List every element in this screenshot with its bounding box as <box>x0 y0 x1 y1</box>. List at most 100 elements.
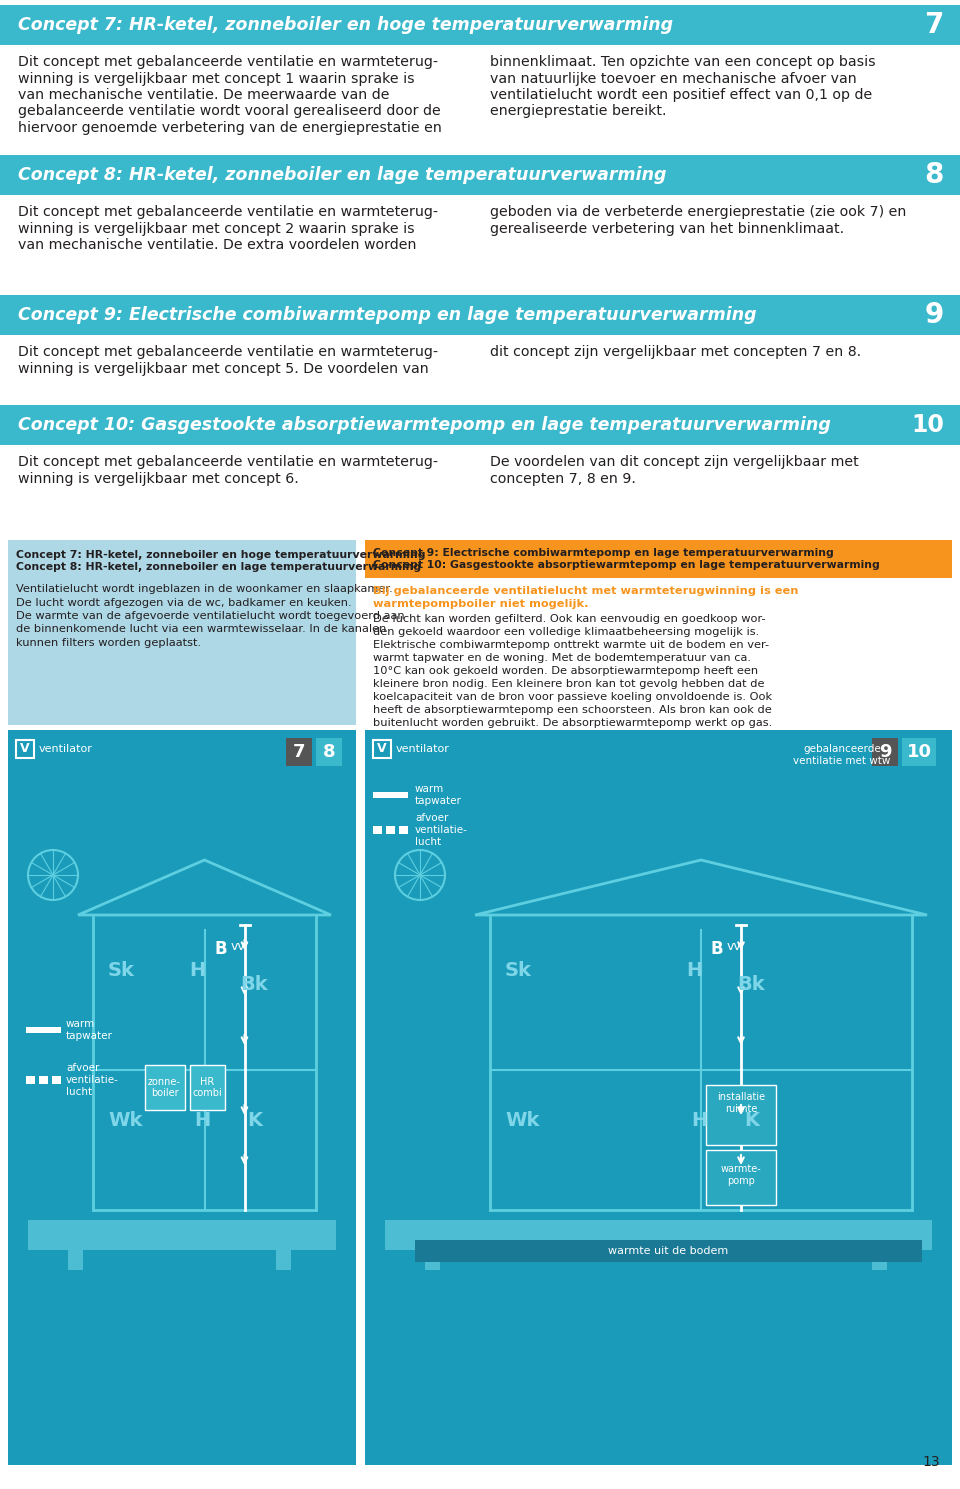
Text: K: K <box>744 1111 759 1130</box>
Text: winning is vergelijkbaar met concept 5. De voordelen van: winning is vergelijkbaar met concept 5. … <box>18 362 429 375</box>
Text: kunnen filters worden geplaatst.: kunnen filters worden geplaatst. <box>16 637 202 648</box>
Bar <box>902 739 936 765</box>
Text: H: H <box>189 960 205 980</box>
Text: Concept 7: HR-ketel, zonneboiler en hoge temperatuurverwarming: Concept 7: HR-ketel, zonneboiler en hoge… <box>18 16 673 34</box>
Text: 9: 9 <box>924 301 944 329</box>
Bar <box>28 1219 336 1249</box>
Bar <box>373 792 408 798</box>
Bar <box>706 1085 776 1145</box>
Bar <box>373 740 391 758</box>
Text: V: V <box>377 743 387 755</box>
Bar <box>189 1065 225 1109</box>
Text: warmtepompboiler niet mogelijk.: warmtepompboiler niet mogelijk. <box>373 599 588 609</box>
Bar <box>8 541 356 725</box>
Text: 8: 8 <box>323 743 335 761</box>
Text: Dit concept met gebalanceerde ventilatie en warmteterug-: Dit concept met gebalanceerde ventilatie… <box>18 345 438 359</box>
Text: Dit concept met gebalanceerde ventilatie en warmteterug-: Dit concept met gebalanceerde ventilatie… <box>18 55 438 68</box>
Bar <box>425 1249 440 1270</box>
Text: concepten 7, 8 en 9.: concepten 7, 8 en 9. <box>490 472 636 485</box>
Bar <box>872 739 898 765</box>
Bar <box>385 1219 932 1249</box>
Bar <box>0 155 960 195</box>
Bar <box>365 578 952 725</box>
Text: Bij gebalanceerde ventilatielucht met warmteterugwinning is een: Bij gebalanceerde ventilatielucht met wa… <box>373 587 799 596</box>
Text: Dit concept met gebalanceerde ventilatie en warmteterug-: Dit concept met gebalanceerde ventilatie… <box>18 205 438 219</box>
Bar <box>373 826 382 834</box>
Text: ventilator: ventilator <box>396 744 450 753</box>
Text: De voordelen van dit concept zijn vergelijkbaar met: De voordelen van dit concept zijn vergel… <box>490 456 859 469</box>
Text: Concept 10: Gasgestookte absorptiewarmtepomp en lage temperatuurverwarming: Concept 10: Gasgestookte absorptiewarmte… <box>373 560 879 570</box>
Text: Concept 10: Gasgestookte absorptiewarmtepomp en lage temperatuurverwarming: Concept 10: Gasgestookte absorptiewarmte… <box>18 415 830 433</box>
Text: Concept 7: HR-ketel, zonneboiler en hoge temperatuurverwarming: Concept 7: HR-ketel, zonneboiler en hoge… <box>16 549 425 560</box>
Text: van mechanische ventilatie. De meerwaarde van de: van mechanische ventilatie. De meerwaard… <box>18 88 390 103</box>
Text: de binnenkomende lucht via een warmtewisselaar. In de kanalen: de binnenkomende lucht via een warmtewis… <box>16 624 386 634</box>
Bar <box>26 1027 61 1033</box>
Text: ventilatielucht wordt een positief effect van 0,1 op de: ventilatielucht wordt een positief effec… <box>490 88 873 103</box>
Bar <box>68 1249 83 1270</box>
Text: V: V <box>20 743 30 755</box>
Bar <box>706 1150 776 1205</box>
Text: H: H <box>195 1111 211 1130</box>
Bar <box>365 541 952 578</box>
Text: 10°C kan ook gekoeld worden. De absorptiewarmtepomp heeft een: 10°C kan ook gekoeld worden. De absorpti… <box>373 666 758 676</box>
Text: 7: 7 <box>293 743 305 761</box>
Text: winning is vergelijkbaar met concept 2 waarin sprake is: winning is vergelijkbaar met concept 2 w… <box>18 222 415 235</box>
Bar <box>39 1077 48 1084</box>
Text: Sk: Sk <box>108 960 134 980</box>
Text: vv: vv <box>727 940 742 953</box>
Bar <box>8 730 356 1465</box>
Bar <box>286 739 312 765</box>
Text: HR
combi: HR combi <box>192 1077 222 1099</box>
Text: koelcapaciteit van de bron voor passieve koeling onvoldoende is. Ook: koelcapaciteit van de bron voor passieve… <box>373 692 772 701</box>
Text: vv: vv <box>230 940 245 953</box>
Text: Wk: Wk <box>505 1111 540 1130</box>
Text: Concept 8: HR-ketel, zonneboiler en lage temperatuurverwarming: Concept 8: HR-ketel, zonneboiler en lage… <box>18 165 666 185</box>
Bar <box>316 739 342 765</box>
Text: winning is vergelijkbaar met concept 1 waarin sprake is: winning is vergelijkbaar met concept 1 w… <box>18 71 415 85</box>
Text: warmte uit de bodem: warmte uit de bodem <box>609 1246 729 1257</box>
Text: gebalanceerde
ventilatie met wtw: gebalanceerde ventilatie met wtw <box>793 744 891 765</box>
Bar <box>52 1077 61 1084</box>
Bar <box>399 826 408 834</box>
Text: gebalanceerde ventilatie wordt vooral gerealiseerd door de: gebalanceerde ventilatie wordt vooral ge… <box>18 104 441 119</box>
Text: van natuurlijke toevoer en mechanische afvoer van: van natuurlijke toevoer en mechanische a… <box>490 71 856 85</box>
Text: Sk: Sk <box>505 960 532 980</box>
Bar <box>16 740 34 758</box>
Text: Bk: Bk <box>737 975 764 995</box>
Text: energieprestatie bereikt.: energieprestatie bereikt. <box>490 104 666 119</box>
Text: warm
tapwater: warm tapwater <box>66 1018 113 1041</box>
Text: gerealiseerde verbetering van het binnenklimaat.: gerealiseerde verbetering van het binnen… <box>490 222 844 235</box>
Text: De lucht kan worden gefilterd. Ook kan eenvoudig en goedkoop wor-: De lucht kan worden gefilterd. Ook kan e… <box>373 613 766 624</box>
Text: 10: 10 <box>906 743 931 761</box>
Text: Elektrische combiwarmtepomp onttrekt warmte uit de bodem en ver-: Elektrische combiwarmtepomp onttrekt war… <box>373 640 769 651</box>
Text: H: H <box>691 1111 708 1130</box>
Text: B: B <box>214 940 228 957</box>
Bar <box>26 1077 35 1084</box>
Text: afvoer
ventilatie-
lucht: afvoer ventilatie- lucht <box>66 1063 119 1096</box>
Text: van mechanische ventilatie. De extra voordelen worden: van mechanische ventilatie. De extra voo… <box>18 238 417 252</box>
Text: H: H <box>686 960 703 980</box>
Bar <box>386 826 395 834</box>
Text: dit concept zijn vergelijkbaar met concepten 7 en 8.: dit concept zijn vergelijkbaar met conce… <box>490 345 861 359</box>
Bar <box>0 4 960 45</box>
Text: buitenlucht worden gebruikt. De absorptiewarmtepomp werkt op gas.: buitenlucht worden gebruikt. De absorpti… <box>373 718 772 728</box>
Text: De warmte van de afgevoerde ventilatielucht wordt toegevoerd aan: De warmte van de afgevoerde ventilatielu… <box>16 610 404 621</box>
Bar <box>276 1249 291 1270</box>
Bar <box>145 1065 184 1109</box>
Text: Concept 9: Electrische combiwarmtepomp en lage temperatuurverwarming: Concept 9: Electrische combiwarmtepomp e… <box>18 307 756 325</box>
Text: 7: 7 <box>924 10 944 39</box>
Text: 10: 10 <box>911 412 944 436</box>
Text: K: K <box>248 1111 262 1130</box>
Text: Bk: Bk <box>241 975 268 995</box>
Text: afvoer
ventilatie-
lucht: afvoer ventilatie- lucht <box>415 813 468 847</box>
Text: Dit concept met gebalanceerde ventilatie en warmteterug-: Dit concept met gebalanceerde ventilatie… <box>18 456 438 469</box>
Text: De lucht wordt afgezogen via de wc, badkamer en keuken.: De lucht wordt afgezogen via de wc, badk… <box>16 597 351 608</box>
Text: ventilator: ventilator <box>39 744 93 753</box>
Bar <box>872 1249 887 1270</box>
Bar <box>0 295 960 335</box>
Text: Ventilatielucht wordt ingeblazen in de woonkamer en slaapkamer.: Ventilatielucht wordt ingeblazen in de w… <box>16 584 393 594</box>
Bar <box>415 1240 922 1263</box>
Text: 9: 9 <box>878 743 891 761</box>
Text: Concept 9: Electrische combiwarmtepomp en lage temperatuurverwarming: Concept 9: Electrische combiwarmtepomp e… <box>373 548 833 558</box>
Text: zonne-
boiler: zonne- boiler <box>148 1077 180 1099</box>
